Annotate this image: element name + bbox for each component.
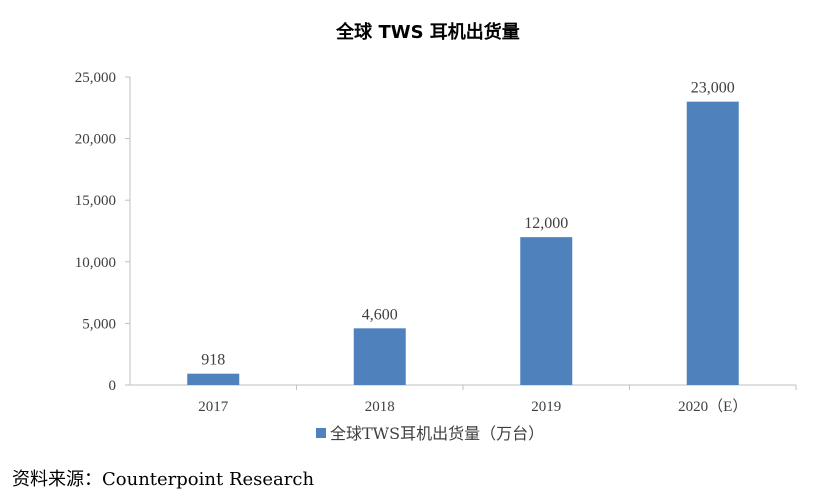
chart-title: 全球 TWS 耳机出货量 [336,22,520,43]
bar-2019 [520,237,573,385]
y-tick-label: 20,000 [75,132,116,148]
bar-2018 [353,328,406,385]
legend-swatch [316,428,326,438]
x-tick-label: 2020（E） [678,398,747,415]
x-tick-label: 2018 [365,399,395,415]
y-tick-label: 0 [109,378,117,394]
bar-2020E [686,101,739,385]
y-tick-label: 25,000 [75,70,116,86]
data-label: 23,000 [691,80,735,97]
data-label: 4,600 [362,306,398,323]
x-tick-label: 2019 [531,399,561,415]
y-tick-label: 10,000 [75,255,116,271]
y-tick-label: 15,000 [75,193,116,209]
x-tick-label: 2017 [198,399,229,415]
data-label: 918 [201,352,225,369]
bar-2017 [187,373,240,385]
data-label: 12,000 [524,215,568,232]
legend-label: 全球TWS耳机出货量（万台） [330,424,544,443]
y-tick-label: 5,000 [82,316,116,332]
source-note: 资料来源：Counterpoint Research [12,469,315,490]
